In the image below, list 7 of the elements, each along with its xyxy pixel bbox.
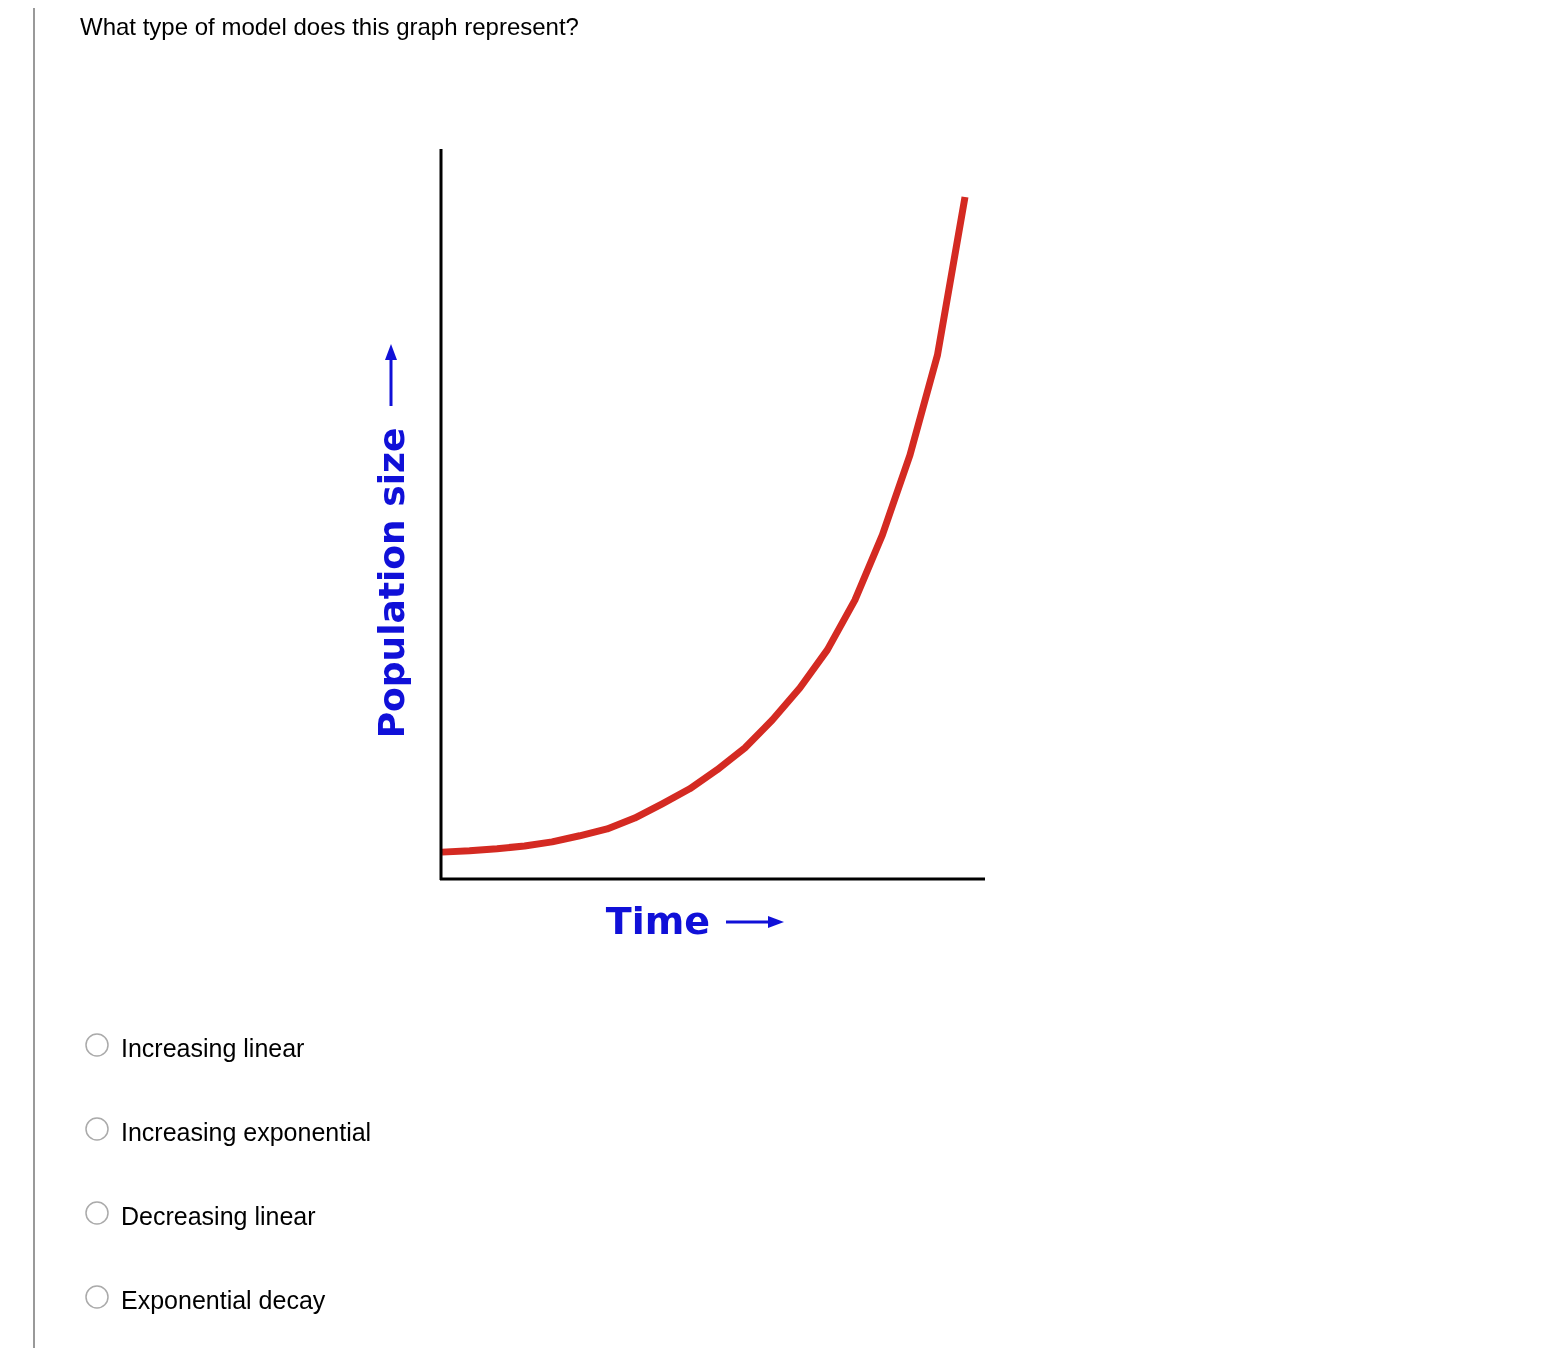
y-axis-title: Population size bbox=[371, 427, 412, 739]
text: Decreasing linear bbox=[121, 1202, 316, 1230]
chart-title: What type of model does this graph represent? bbox=[80, 13, 579, 40]
text: Increasing exponential bbox=[121, 1118, 372, 1146]
x-axis-title: Time bbox=[605, 899, 711, 943]
text: Increasing linear bbox=[121, 1034, 305, 1062]
text: Exponential decay bbox=[121, 1286, 326, 1314]
